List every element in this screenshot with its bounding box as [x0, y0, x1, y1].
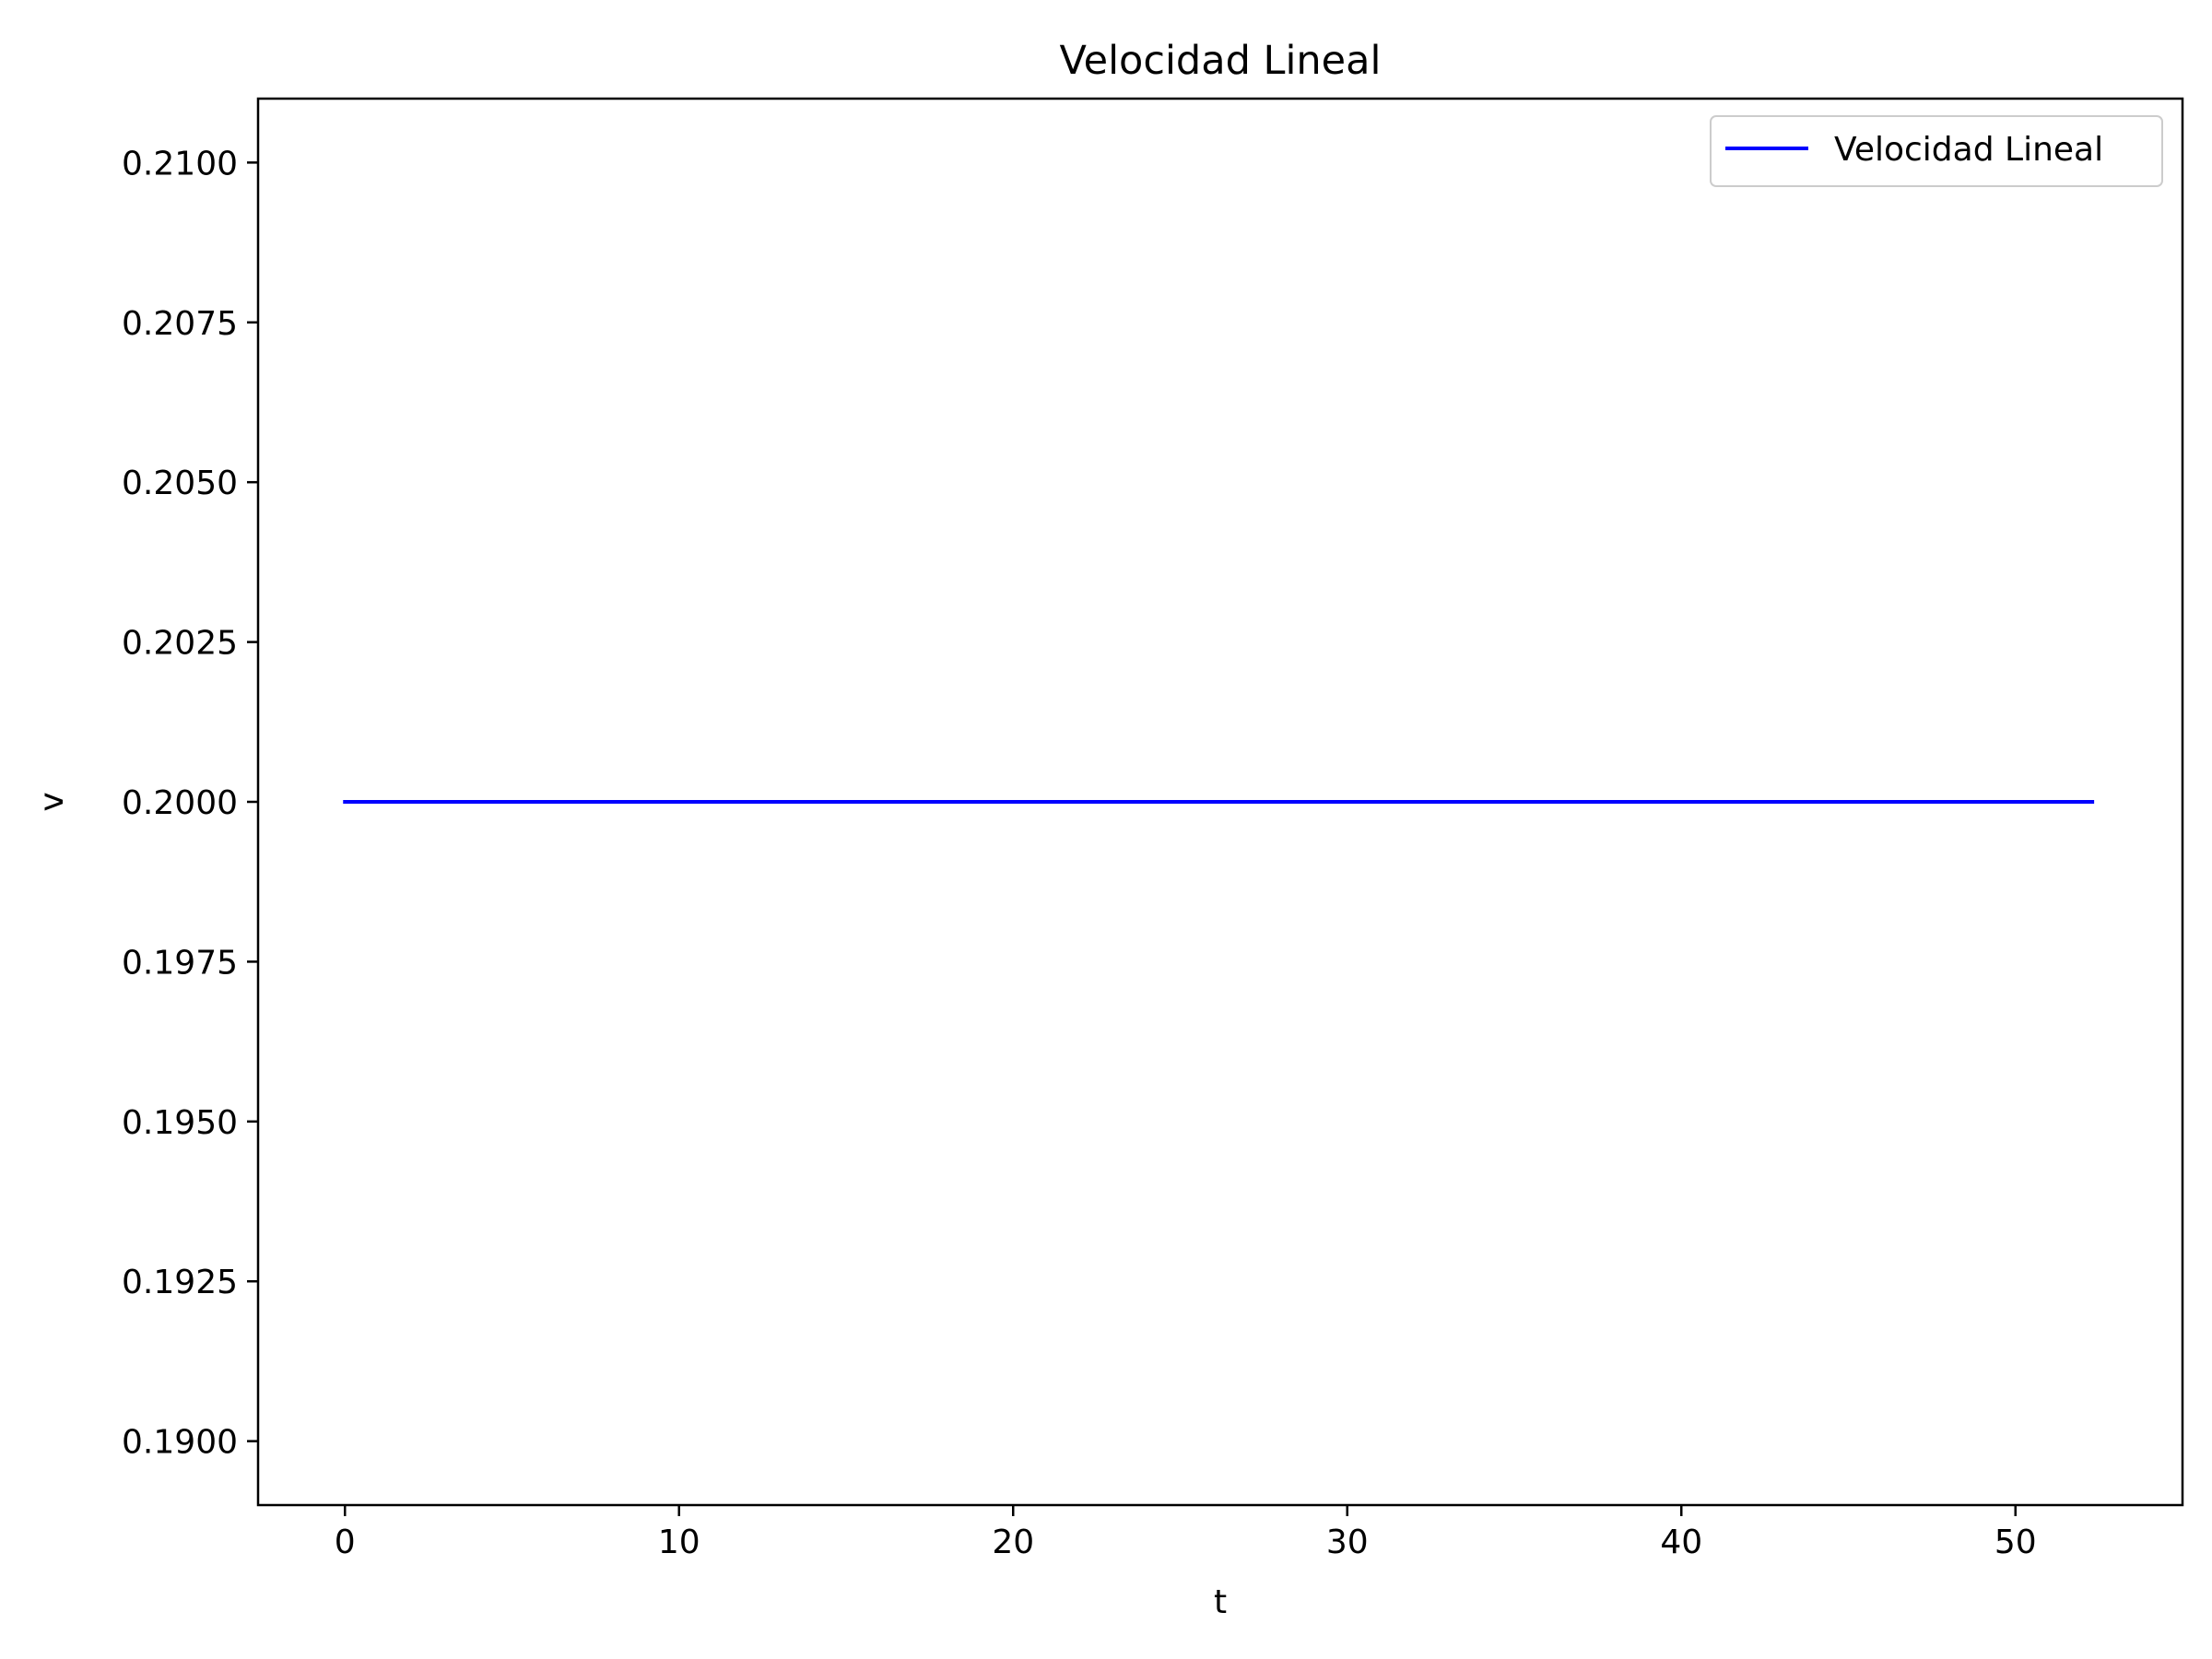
x-tick-label: 10	[658, 1524, 700, 1561]
legend-label: Velocidad Lineal	[1834, 131, 2103, 169]
y-tick-label: 0.2025	[122, 625, 238, 663]
y-axis-label: v	[33, 792, 71, 811]
y-tick-label: 0.2050	[122, 465, 238, 502]
y-tick-label: 0.1925	[122, 1264, 238, 1301]
y-axis: 0.1900 0.1925 0.1950 0.1975 0.2000 0.2025 0.20…	[122, 145, 258, 1462]
y-tick-label: 0.1975	[122, 944, 238, 982]
legend: Velocidad Lineal	[1710, 115, 2163, 187]
x-axis-label: t	[1214, 1583, 1227, 1621]
y-tick-label: 0.2100	[122, 145, 238, 182]
plot-area-frame	[256, 97, 2184, 1507]
x-tick-label: 20	[992, 1524, 1034, 1561]
y-tick-label: 0.2075	[122, 305, 238, 343]
x-tick-label: 0	[335, 1524, 356, 1561]
x-tick-label: 30	[1326, 1524, 1369, 1561]
x-tick-label: 50	[1994, 1524, 2037, 1561]
y-tick-label: 0.2000	[122, 784, 238, 822]
chart-title: Velocidad Lineal	[1060, 38, 1382, 84]
y-tick-label: 0.1900	[122, 1424, 238, 1462]
x-axis: 0 10 20 30 40 50	[335, 1505, 2037, 1561]
x-tick-label: 40	[1660, 1524, 1702, 1561]
y-tick-label: 0.1950	[122, 1104, 238, 1142]
legend-box	[1710, 115, 2163, 187]
